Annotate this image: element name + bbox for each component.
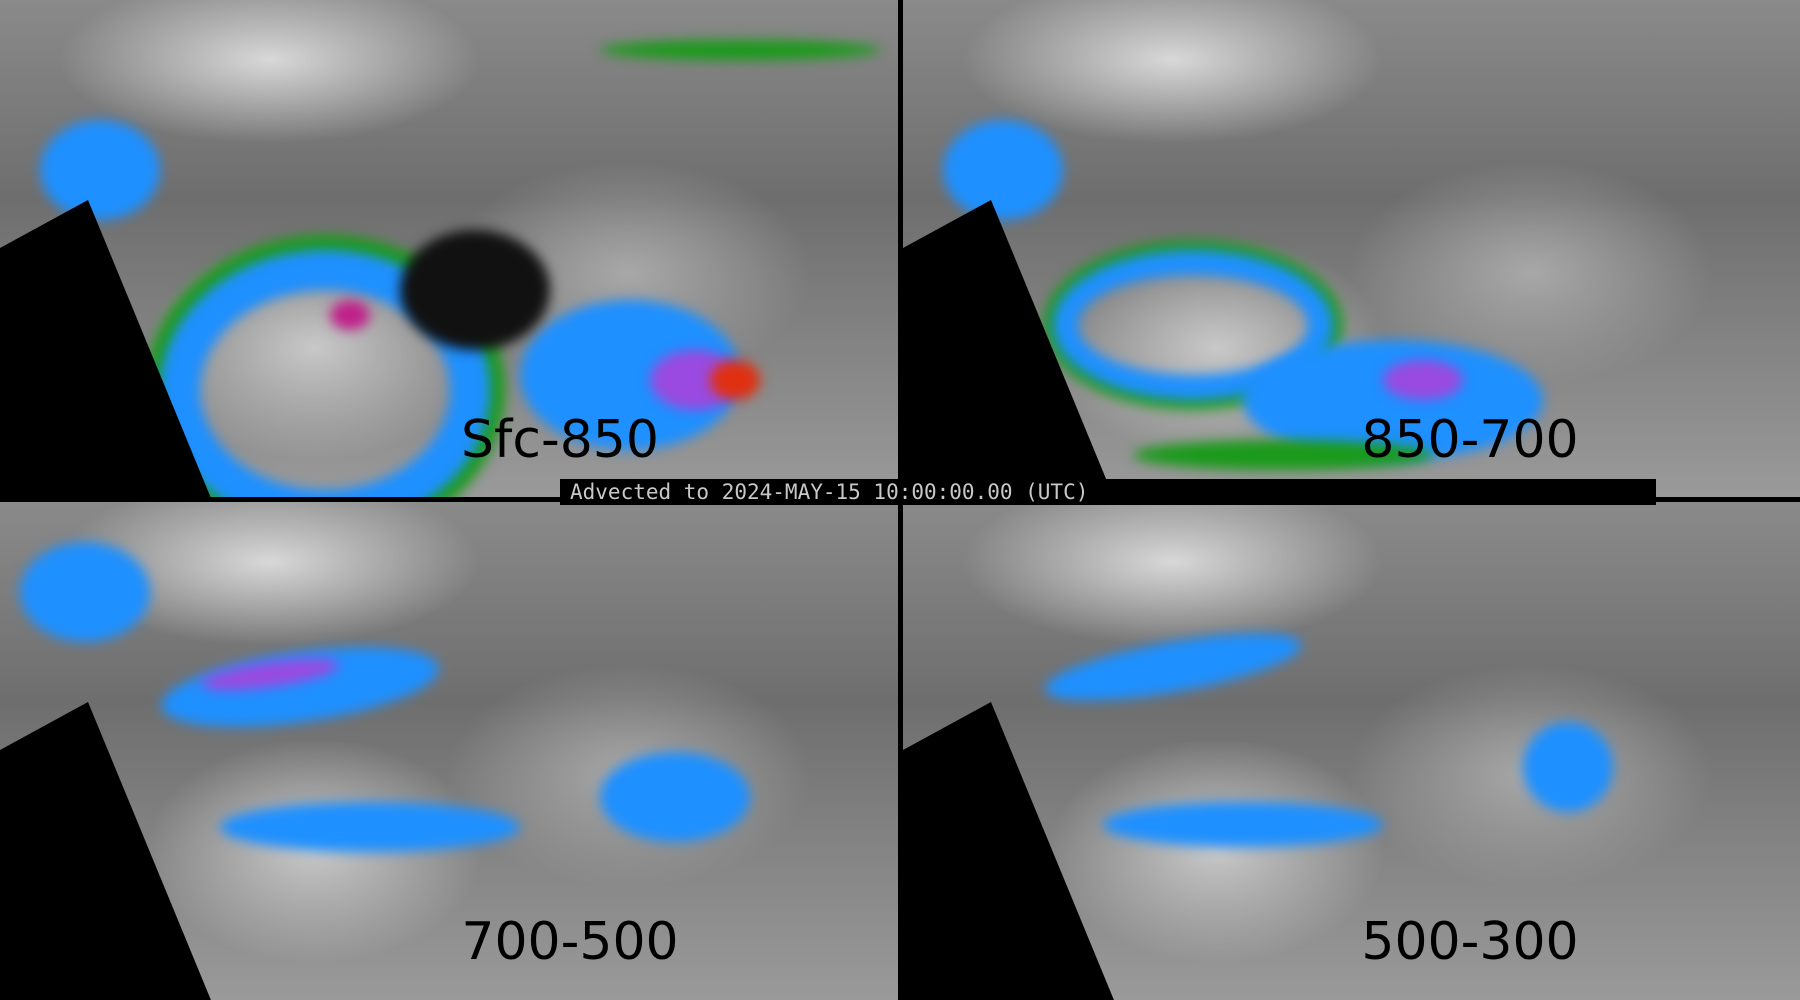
space-background [903,702,1123,1000]
map-panel-700-500: 700-500 [0,502,898,1000]
timestamp-bar: Advected to 2024-MAY-15 10:00:00.00 (UTC… [560,479,1656,505]
panel-label: 850-700 [1361,410,1579,470]
map-panel-sfc-850: Sfc-850 [0,0,898,497]
panel-label: 500-300 [1361,912,1579,972]
space-background [0,702,220,1000]
map-panel-500-300: 500-300 [903,502,1800,1000]
map-panel-850-700: 850-700 [903,0,1800,497]
panel-label: Sfc-850 [461,410,659,470]
panel-label: 700-500 [461,912,679,972]
